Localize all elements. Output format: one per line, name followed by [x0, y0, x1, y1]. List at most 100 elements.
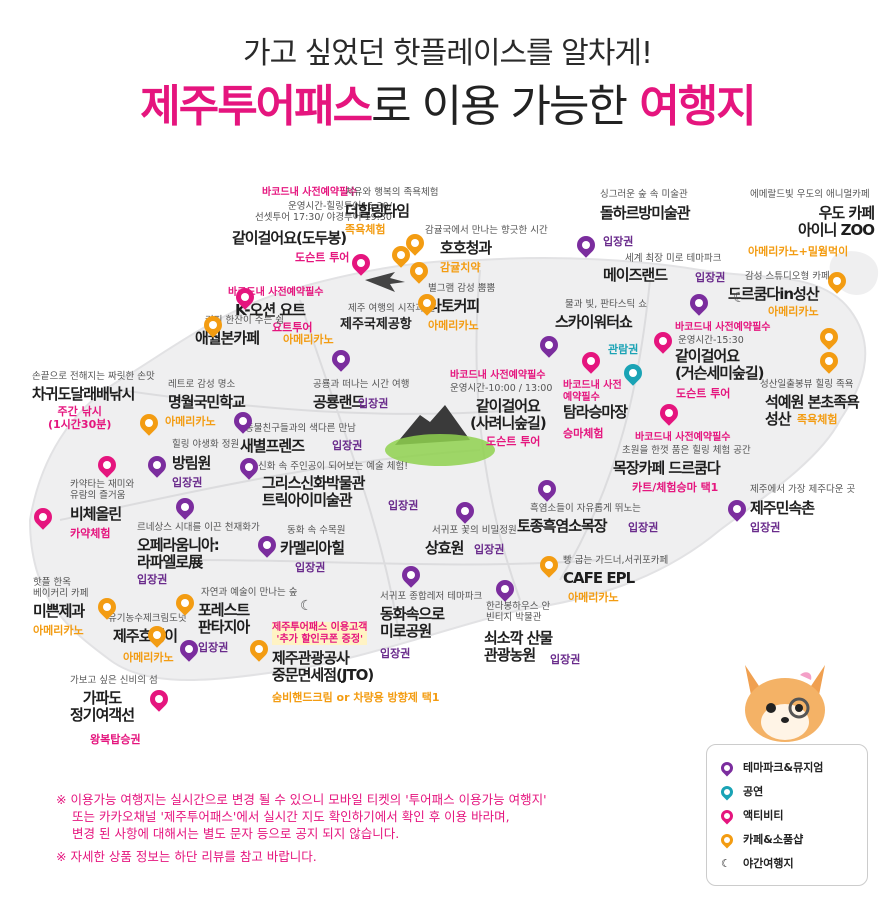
place-bangrim-name: 방림원: [172, 454, 211, 472]
place-jto-tag: 숨비핸드크림 or 차량용 방향제 택1: [272, 691, 440, 704]
place-camellia-desc: 동화 속 수목원: [287, 525, 346, 536]
place-gachi-saryeoni-desc: 운영시간-10:00 / 13:00: [450, 383, 553, 394]
place-dolharubang-tag: 입장권: [603, 235, 634, 248]
place-donghwa-tag: 입장권: [380, 647, 411, 660]
legend-night: ☾ 야간여행지: [721, 857, 794, 870]
jeju-map: [28, 251, 879, 681]
legend-activity: 액티비티: [718, 807, 783, 825]
place-bichejeolin-tag: 카약체험: [70, 527, 111, 540]
place-latte-name: 라토커피: [428, 297, 480, 315]
place-gachi-gusu-desc: 운영시간-15:30: [678, 335, 744, 346]
place-gachi-saryeoni-tag: 도슨트 투어: [486, 435, 541, 448]
place-udo-zoo-desc: 에메랄드빛 우도의 애니멀카페: [750, 189, 870, 200]
legend: 테마파크&뮤지엄 공연 액티비티 카페&소품샵 ☾ 야간여행지: [706, 744, 868, 886]
place-udo-zoo-tag: 아메리카노+밀웜먹이: [748, 245, 849, 258]
place-seokyewon-desc: 성산일출봉뷰 힐링 족욕: [760, 379, 854, 390]
place-gapado-tag: 왕복탑승권: [90, 733, 141, 746]
place-deohilling-desc: 치유와 행복의 족욕체험: [345, 187, 439, 198]
place-cafe-epl-tag: 아메리카노: [568, 591, 619, 604]
legend-theme: 테마파크&뮤지엄: [718, 759, 823, 777]
place-myeongwol-tag: 아메리카노: [165, 415, 216, 428]
place-donghwa-desc: 서귀포 종합레저 테마파크: [380, 591, 483, 602]
place-deohilling-name: 더힐링타임: [345, 202, 410, 220]
place-gachi-gusu-name: 같이걸어요 (거슨세미숲길): [675, 347, 765, 383]
place-donghwa-name: 동화속으로 미로공원: [380, 605, 445, 641]
place-orange-desc: 르네상스 시대를 이끈 천재화가: [137, 522, 260, 533]
place-dream-name: 드르쿰다in성산: [728, 285, 820, 303]
legend-show: 공연: [718, 783, 763, 801]
moon-icon: ☾: [721, 857, 731, 870]
place-tamla-req: 바코드내 사전예약필수: [563, 380, 622, 403]
place-chagwido-tag: 주간 낚시 (1시간30분): [48, 405, 112, 431]
place-tamla-name: 탐라승마장: [563, 403, 628, 421]
place-minsokchon-name: 제주민속촌: [750, 499, 815, 517]
place-soesokkak-name: 쇠소깍 산물 관광농원: [484, 629, 553, 665]
place-mibeon-tag: 아메리카노: [33, 624, 84, 637]
place-totomheuk-tag: 입장권: [628, 521, 659, 534]
place-forest-tag: 입장권: [198, 641, 229, 654]
place-airport-desc: 제주 여행의 시작과 끝: [348, 303, 436, 314]
place-koceon-name: K-오션 요트: [235, 301, 306, 319]
place-udo-zoo-name: 우도 카페 아이니 ZOO: [798, 204, 875, 240]
place-koceon-req: 바코드내 사전예약필수: [228, 287, 324, 298]
legend-cafe: 카페&소품샵: [718, 831, 803, 849]
place-seokyewon-tag: 족욕체험: [797, 413, 838, 426]
place-camellia-name: 카멜리아힐: [280, 539, 345, 557]
place-cafe-epl-desc: 빵 굽는 가드너,서귀포카페: [563, 555, 669, 566]
place-bichejeolin-desc: 카약타는 재미와 유람의 즐거움: [70, 479, 135, 501]
place-horangi-desc: 유기농수제크림도넛: [108, 613, 187, 624]
activity-icon: [718, 807, 736, 825]
theme-icon: [718, 759, 736, 777]
place-gachi-saryeoni-req: 바코드내 사전예약필수: [450, 370, 546, 381]
night-icon: ☾: [733, 290, 746, 306]
place-skywalk-desc: 물과 빛, 판타스틱 쇼: [565, 299, 647, 310]
note-line: 변경 된 사항에 대해서는 별도 문자 등으로 공지 되지 않습니다.: [72, 825, 400, 841]
place-totomheuk-name: 토종흑염소목장: [517, 517, 608, 535]
place-minsokchon-desc: 제주에서 가장 제주다운 곳: [750, 484, 856, 495]
place-skywalk-tag: 관람권: [608, 343, 639, 356]
mascot-fox-illustration: [745, 665, 825, 742]
note-line: ※ 이용가능 여행지는 실시간으로 변경 될 수 있으니 모바일 티켓의 '투어…: [56, 792, 547, 807]
place-jto-req: 제주투어패스 이용고객 '추가 할인쿠폰 증정': [272, 622, 368, 645]
place-jto-name: 제주관광공사 중문면세점(JTO): [272, 649, 374, 685]
place-saebyeol-name: 새별프렌즈: [240, 437, 305, 455]
place-deohilling-tag: 족욕체험: [345, 223, 386, 236]
night-icon: ☾: [300, 598, 313, 614]
place-gongryong-name: 공룡랜드: [313, 393, 365, 411]
airplane-icon: [365, 272, 405, 292]
place-skywalk-name: 스카이워터쇼: [555, 313, 633, 331]
place-gachi-dodu: 바코드내 사전예약필수: [262, 187, 358, 198]
title-middle: 로 이용 가능한: [371, 81, 628, 132]
place-soesokkak-tag: 입장권: [550, 653, 581, 666]
place-gachi-gusu-req: 바코드내 사전예약필수: [675, 322, 771, 333]
place-myeongwol-name: 명월국민학교: [168, 393, 246, 411]
place-cafe-epl-name: CAFE EPL: [563, 569, 635, 587]
place-totomheuk-desc: 흑염소들이 자유롭게 뛰노는: [530, 503, 641, 514]
note-line: 또는 카카오채널 '제주투어패스'에서 실시간 지도 확인하기에서 확인 후 이…: [72, 808, 510, 824]
place-gongryong-desc: 공룡과 떠나는 시간 여행: [313, 379, 410, 390]
note-line: ※ 자세한 상품 정보는 하단 리뷰를 참고 바랍니다.: [56, 848, 317, 864]
place-mokjang-desc: 초원을 한껏 품은 힐링 체험 공간: [622, 445, 751, 456]
place-hohocheong-desc: 감귤국에서 만나는 향긋한 시간: [425, 225, 548, 236]
place-mokjang-name: 목장카페 드르쿰다: [613, 459, 721, 477]
page-title: 제주투어패스로 이용 가능한 여행지: [0, 70, 895, 134]
place-forest-desc: 자연과 예술이 만나는 숲: [201, 587, 298, 598]
place-tamla-tag: 승마체험: [563, 427, 604, 440]
hallasan-base: [385, 434, 495, 466]
place-greek-name: 그리스신화박물관 트릭아이미술관: [262, 474, 365, 510]
place-mokjang-tag: 카트/체험승마 택1: [632, 481, 719, 494]
place-mokjang-req: 바코드내 사전예약필수: [635, 432, 731, 443]
place-airport-name: 제주국제공항: [340, 317, 412, 332]
place-latte-desc: 별그램 감성 뿜뿜: [428, 283, 496, 294]
notes: ※ 이용가능 여행지는 실시간으로 변경 될 수 있으니 모바일 티켓의 '투어…: [56, 792, 696, 866]
place-hohocheong-name: 호호청과: [440, 239, 492, 257]
place-koceon-tag: 요트투어: [272, 321, 313, 334]
place-gapado-desc: 가보고 싶은 신비의 섬: [70, 675, 158, 686]
place-bangrim-tag: 입장권: [172, 476, 203, 489]
place-saebyeol-desc: 동물친구들과의 색다른 만남: [245, 423, 356, 434]
place-gachi-dodu-tag: 도슨트 투어: [295, 251, 350, 264]
place-gachi-dodu-name: 같이걸어요(도두봉): [232, 229, 347, 247]
place-aewol-name: 애월본카페: [195, 329, 260, 347]
place-maze-name: 메이즈랜드: [603, 266, 668, 284]
place-dream-desc: 감성 스튜디오형 카페: [745, 271, 830, 282]
